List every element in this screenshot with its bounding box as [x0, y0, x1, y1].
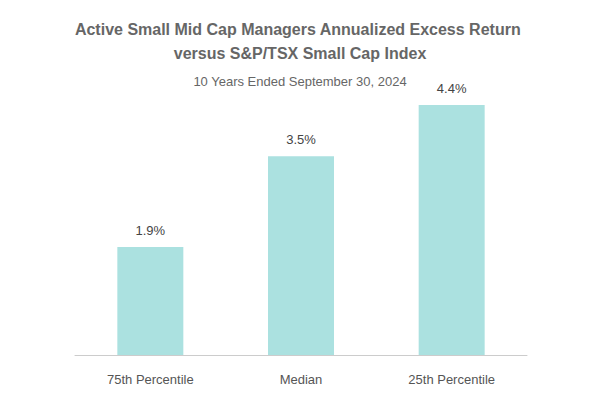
svg-text:4.4%: 4.4% [437, 81, 467, 96]
svg-text:1.9%: 1.9% [136, 223, 166, 238]
svg-text:75th Percentile: 75th Percentile [107, 372, 194, 387]
svg-text:10 Years Ended September 30, 2: 10 Years Ended September 30, 2024 [193, 74, 406, 89]
svg-text:25th Percentile: 25th Percentile [408, 372, 495, 387]
svg-text:versus S&P/TSX Small Cap Index: versus S&P/TSX Small Cap Index [174, 45, 427, 62]
svg-text:Median: Median [280, 372, 323, 387]
svg-text:3.5%: 3.5% [286, 132, 316, 147]
svg-text:Active Small Mid Cap Managers: Active Small Mid Cap Managers Annualized… [75, 21, 525, 38]
